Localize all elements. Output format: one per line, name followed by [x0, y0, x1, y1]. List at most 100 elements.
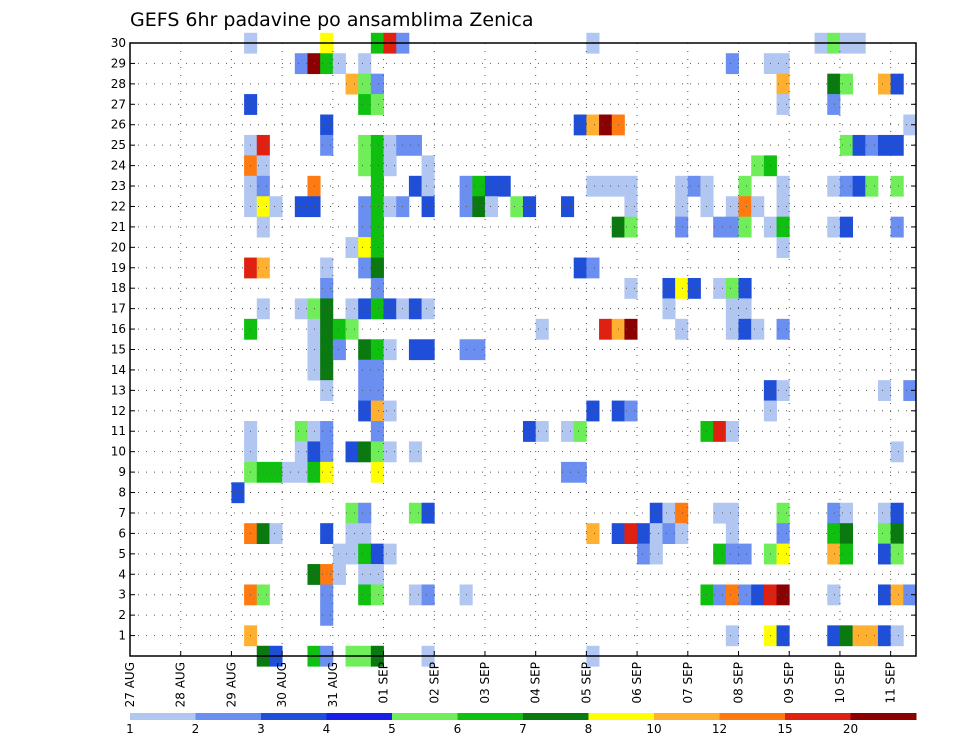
y-tick-label: 9	[118, 465, 126, 479]
heatmap-cell	[662, 277, 676, 299]
x-tick-label: 11 SEP	[884, 662, 898, 704]
heatmap-cell	[370, 257, 384, 279]
heatmap-cell	[370, 380, 384, 401]
heatmap-cell	[383, 196, 397, 218]
heatmap-cell	[713, 277, 727, 299]
heatmap-cell	[472, 175, 486, 197]
y-tick-label: 1	[118, 629, 126, 643]
heatmap-cell	[890, 134, 904, 156]
heatmap-cell	[827, 625, 841, 647]
heatmap-cell	[320, 604, 334, 626]
heatmap-cell	[358, 298, 372, 320]
colorbar-label: 20	[843, 722, 858, 736]
heatmap-cell	[332, 53, 346, 75]
heatmap-cell	[484, 196, 499, 218]
heatmap-cell	[358, 134, 372, 156]
heatmap-cell	[294, 441, 308, 463]
heatmap-cell	[725, 53, 739, 75]
heatmap-cell	[573, 114, 587, 136]
heatmap-cell	[725, 421, 739, 442]
heatmap-cell	[383, 543, 397, 565]
heatmap-cell	[827, 216, 841, 238]
heatmap-cell	[751, 155, 765, 177]
heatmap-cell	[345, 237, 359, 258]
heatmap-cell	[877, 502, 892, 524]
heatmap-cell	[738, 216, 752, 238]
heatmap-cell	[839, 134, 854, 156]
heatmap-cell	[725, 625, 739, 647]
heatmap-cell	[320, 461, 334, 483]
colorbar: 1 2 3 4 5 6 7 8 10 12 15 20	[126, 713, 917, 736]
heatmap-cell	[776, 380, 790, 401]
heatmap-cell	[370, 359, 384, 381]
heatmap-cell	[624, 216, 638, 238]
heatmap-cell	[852, 134, 866, 156]
y-tick-label: 25	[111, 138, 126, 152]
colorbar-segment	[457, 713, 524, 720]
heatmap-cell	[332, 339, 346, 361]
heatmap-cell	[370, 461, 384, 483]
y-tick-label: 17	[111, 302, 126, 316]
y-tick-label: 24	[111, 159, 126, 173]
y-tick-label: 21	[111, 220, 126, 234]
heatmap-cell	[573, 257, 587, 279]
heatmap-cell	[523, 196, 537, 218]
colorbar-segment	[850, 713, 917, 720]
heatmap-cell	[282, 461, 296, 483]
heatmap-cell	[776, 543, 790, 565]
heatmap-cell	[320, 584, 334, 606]
heatmap-cell	[675, 318, 689, 340]
heatmap-cell	[332, 564, 346, 585]
heatmap-cell	[320, 441, 334, 463]
heatmap-cell	[408, 175, 422, 197]
heatmap-cell	[294, 196, 308, 218]
y-tick-label: 28	[111, 77, 126, 91]
x-tick-label: 03 SEP	[478, 662, 492, 704]
heatmap-cell	[624, 175, 638, 197]
heatmap-cell	[320, 359, 334, 381]
colorbar-label: 6	[454, 722, 462, 736]
heatmap-cell	[256, 257, 270, 279]
heatmap-cell	[776, 625, 790, 647]
heatmap-cell	[421, 298, 435, 320]
heatmap-cell	[738, 277, 752, 299]
x-tick-label: 27 AUG	[123, 662, 137, 707]
heatmap-cell	[535, 421, 549, 442]
heatmap-cell	[370, 543, 384, 565]
y-tick-label: 14	[111, 363, 126, 377]
heatmap-cell	[890, 543, 904, 565]
heatmap-cell	[827, 502, 841, 524]
heatmap-cell	[332, 318, 346, 340]
heatmap-cell	[383, 400, 397, 422]
colorbar-segment	[326, 713, 393, 720]
heatmap-cell	[700, 175, 714, 197]
heatmap-cell	[269, 196, 283, 218]
heatmap-cell	[231, 482, 245, 504]
heatmap-cell	[877, 523, 892, 545]
y-tick-label: 12	[111, 404, 126, 418]
heatmap-cell	[320, 421, 334, 442]
heatmap-cell	[827, 543, 841, 565]
heatmap-cell	[903, 114, 917, 136]
heatmap-cell	[370, 564, 384, 585]
heatmap-cell	[370, 196, 384, 218]
heatmap-cell	[877, 380, 892, 401]
heatmap-cell	[472, 196, 486, 218]
heatmap-cell	[358, 155, 372, 177]
heatmap-cell	[345, 73, 359, 95]
heatmap-cell	[561, 196, 575, 218]
heatmap-cell	[877, 134, 892, 156]
heatmap-cell	[561, 421, 575, 442]
heatmap-cell	[573, 421, 587, 442]
heatmap-cell	[523, 421, 537, 442]
heatmap-cell	[725, 523, 739, 545]
heatmap-cell	[675, 277, 689, 299]
heatmap-cell	[294, 421, 308, 442]
colorbar-label: 15	[777, 722, 792, 736]
y-tick-label: 4	[118, 567, 126, 581]
heatmap-cell	[561, 461, 575, 483]
heatmap-cell	[890, 216, 904, 238]
heatmap-cell	[599, 318, 613, 340]
heatmap-cell	[624, 523, 638, 545]
heatmap-cell	[624, 196, 638, 218]
